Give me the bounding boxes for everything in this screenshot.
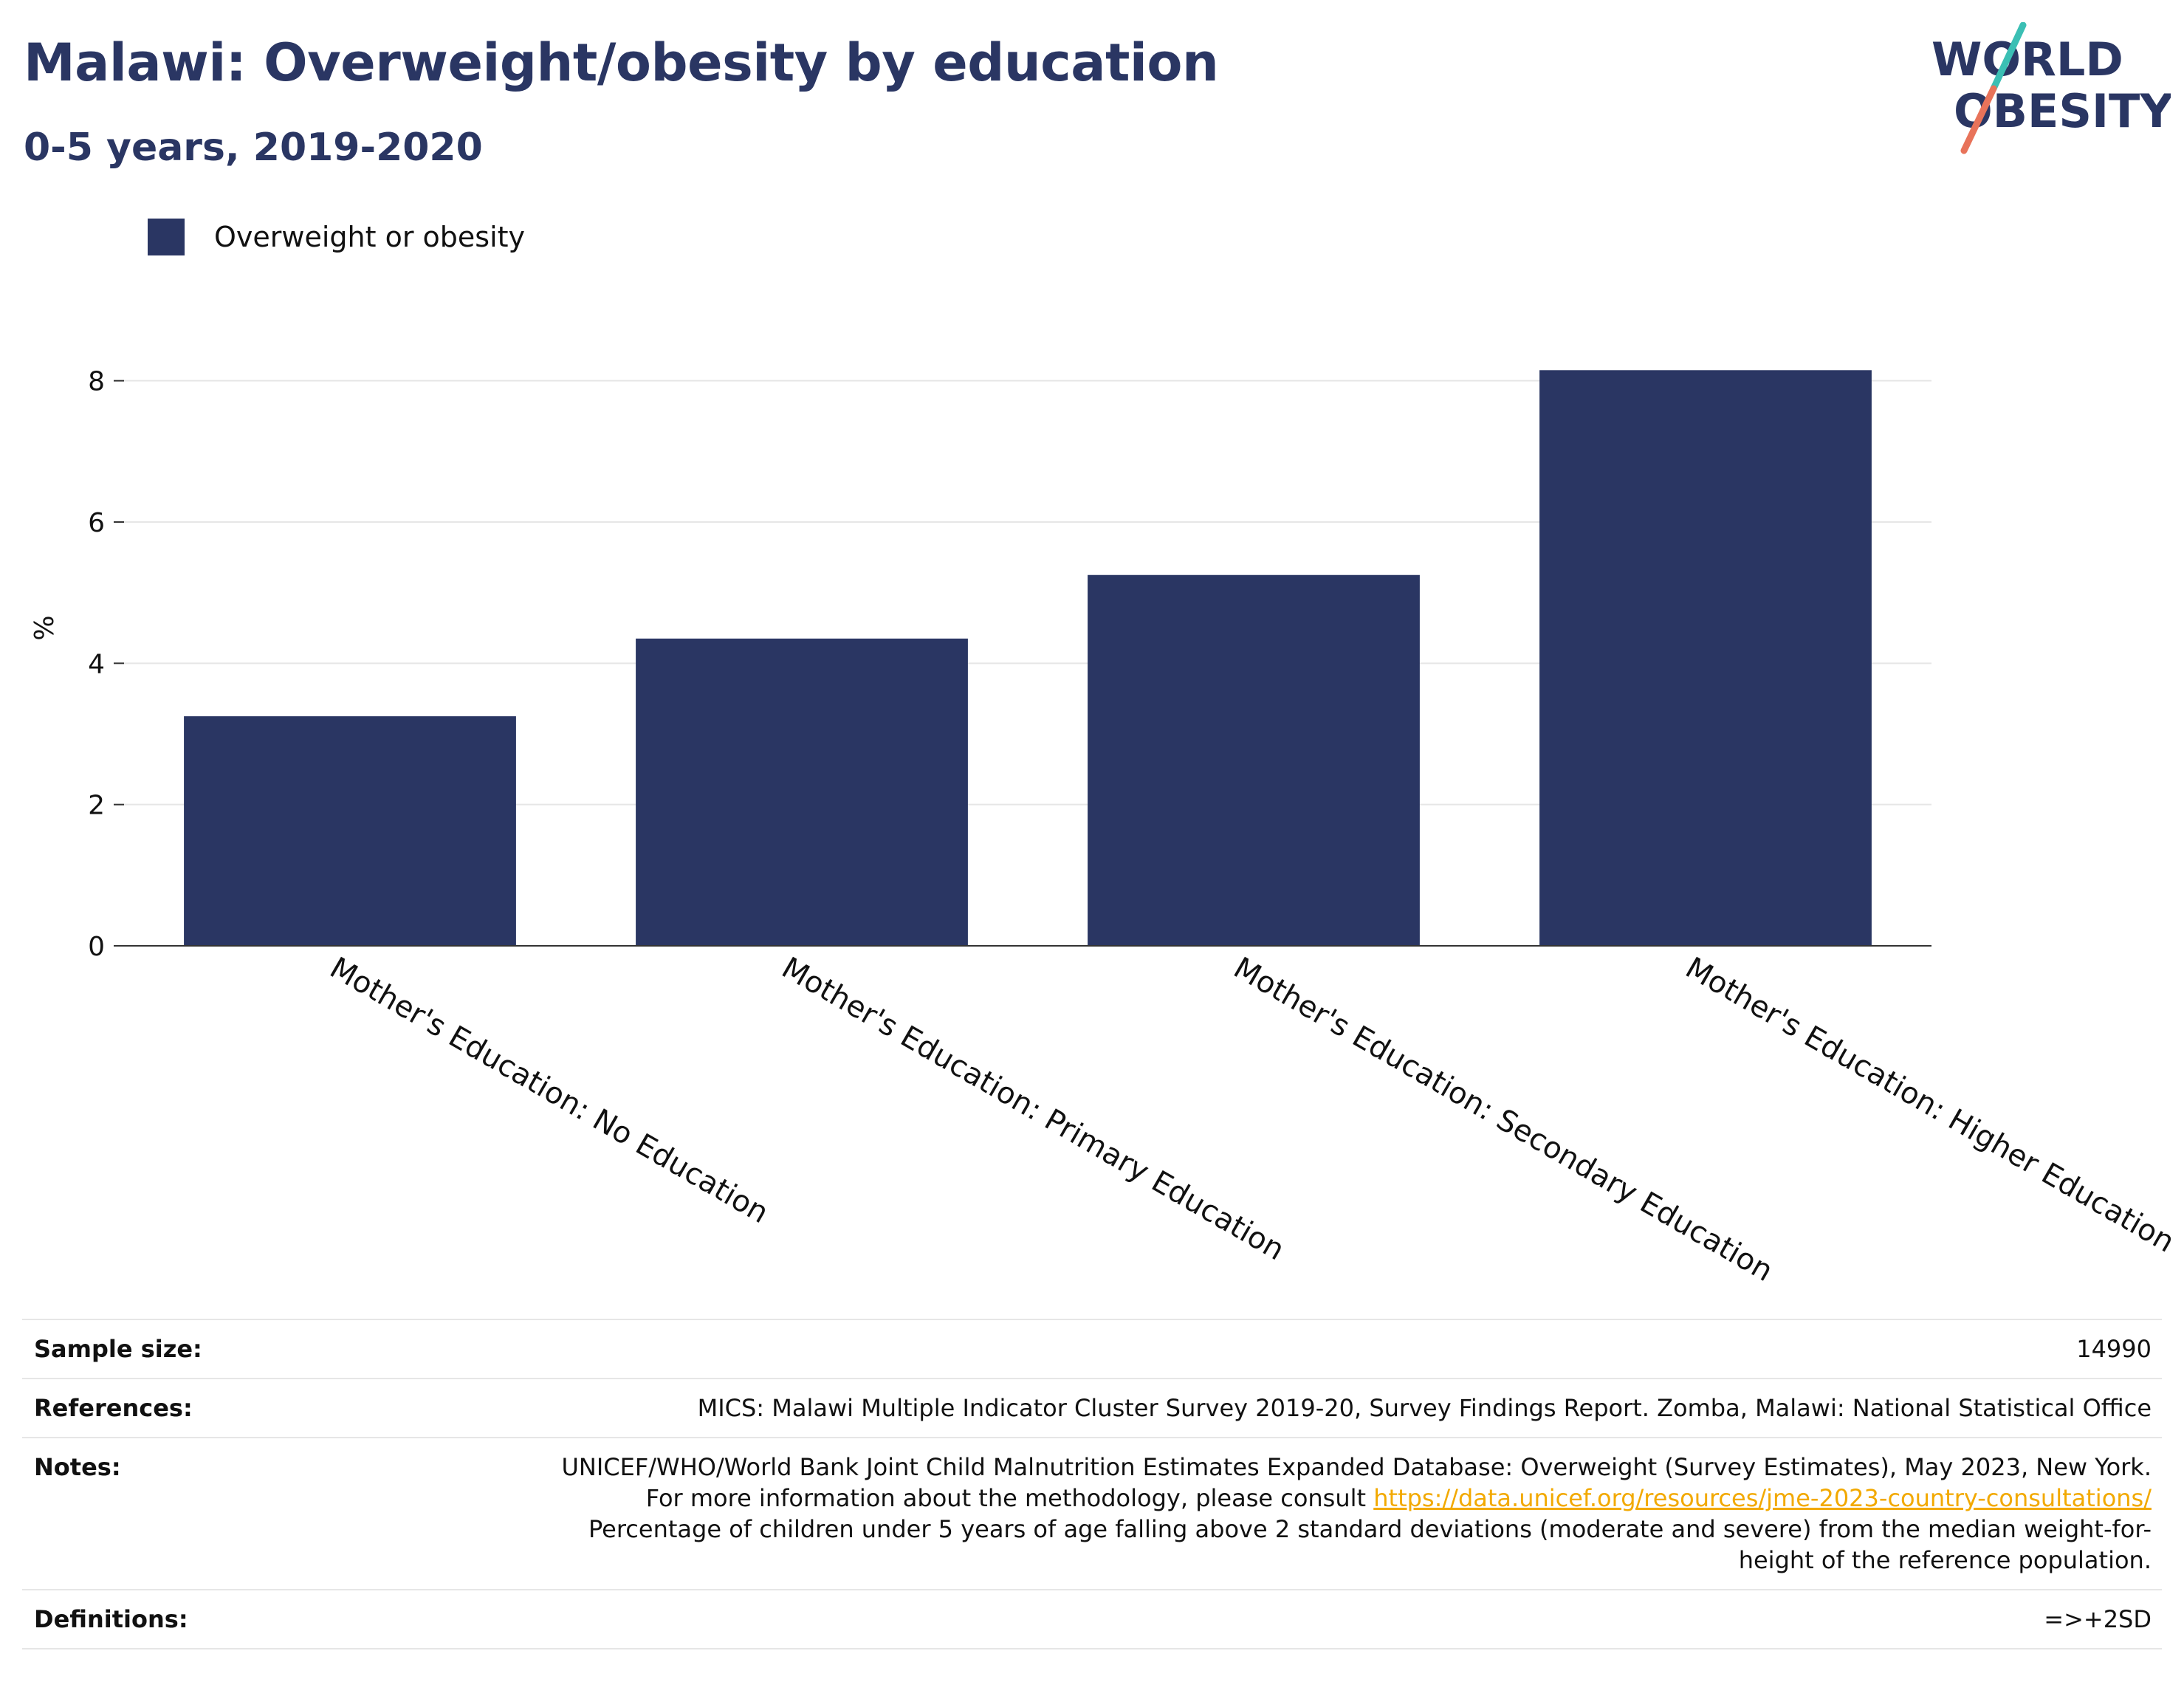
info-row-references: References: MICS: Malawi Multiple Indica… (22, 1379, 2162, 1438)
bar (636, 638, 968, 946)
notes-definition-text: Percentage of children under 5 years of … (588, 1515, 2152, 1574)
y-tick-label: 8 (88, 367, 105, 397)
bar (184, 716, 516, 946)
x-tick-label: Mother's Education: Secondary Education (1228, 951, 1779, 1285)
bars (184, 370, 1872, 946)
x-tick-label: Mother's Education: Higher Education (1680, 951, 2180, 1260)
info-table: Sample size: 14990 References: MICS: Mal… (22, 1319, 2162, 1649)
notes-text: UNICEF/WHO/World Bank Joint Child Malnut… (561, 1453, 2152, 1512)
sample-size-value: 14990 (2076, 1335, 2152, 1363)
legend-label: Overweight or obesity (214, 221, 526, 253)
world-obesity-logo: WORLD OBESITY (1931, 22, 2171, 154)
notes-value: UNICEF/WHO/World Bank Joint Child Malnut… (557, 1452, 2152, 1576)
notes-link[interactable]: https://data.unicef.org/resources/jme-20… (1373, 1484, 2152, 1512)
logo-slash-bottom (1960, 85, 1997, 154)
x-tick-label: Mother's Education: Primary Education (776, 951, 1290, 1268)
bar (1539, 370, 1872, 946)
sample-size-label: Sample size: (34, 1335, 202, 1363)
logo-line-world: WORLD (1931, 32, 2123, 86)
info-row-sample-size: Sample size: 14990 (22, 1320, 2162, 1379)
notes-label: Notes: (34, 1453, 121, 1481)
definitions-label: Definitions: (34, 1605, 188, 1633)
chart-title: Malawi: Overweight/obesity by education (24, 32, 1219, 93)
y-tick-label: 2 (88, 791, 105, 821)
definitions-value: =>+2SD (2044, 1605, 2152, 1633)
legend[interactable]: Overweight or obesity (148, 219, 525, 255)
y-tick-label: 0 (88, 932, 105, 962)
y-axis-label: % (30, 615, 60, 640)
info-row-definitions: Definitions: =>+2SD (22, 1590, 2162, 1649)
y-tick-label: 6 (88, 508, 105, 538)
info-row-notes: Notes: UNICEF/WHO/World Bank Joint Child… (22, 1438, 2162, 1590)
legend-swatch (148, 219, 185, 255)
chart-subtitle: 0-5 years, 2019-2020 (24, 126, 483, 170)
x-tick-label: Mother's Education: No Education (324, 951, 774, 1230)
references-value: MICS: Malawi Multiple Indicator Cluster … (697, 1394, 2152, 1422)
y-tick-label: 4 (88, 649, 105, 679)
logo-slash-top (1990, 22, 2027, 92)
bar (1088, 574, 1420, 946)
references-label: References: (34, 1394, 193, 1422)
